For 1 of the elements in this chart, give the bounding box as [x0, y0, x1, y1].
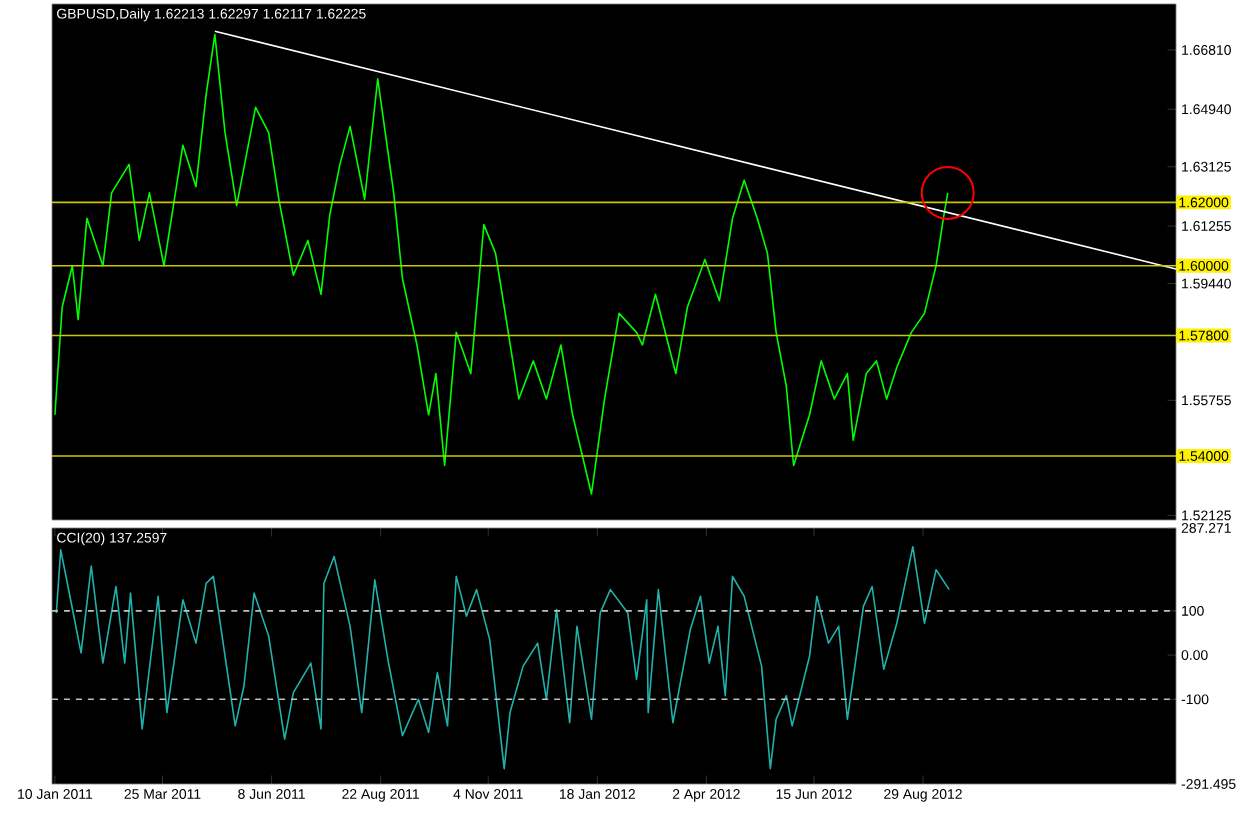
line-series — [55, 545, 950, 770]
